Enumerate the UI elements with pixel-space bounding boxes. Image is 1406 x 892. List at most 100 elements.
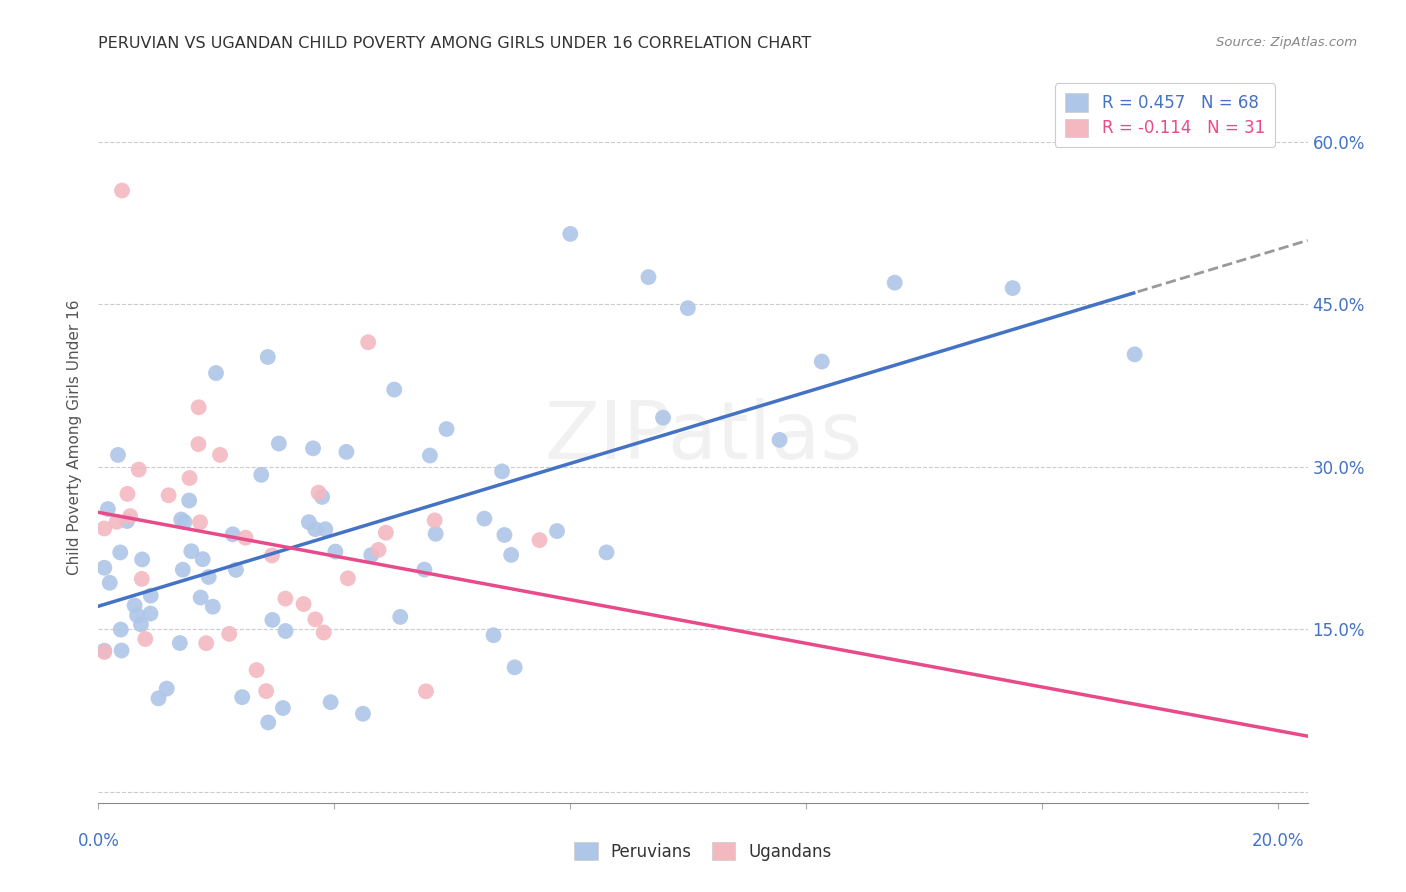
Point bbox=[308, 485, 330, 500]
Point bbox=[139, 607, 162, 621]
Point bbox=[314, 522, 336, 536]
Text: Source: ZipAtlas.com: Source: ZipAtlas.com bbox=[1216, 36, 1357, 49]
Point bbox=[97, 502, 120, 516]
Point bbox=[235, 531, 257, 545]
Point bbox=[187, 437, 209, 451]
Point bbox=[225, 563, 247, 577]
Point bbox=[423, 513, 446, 527]
Point bbox=[274, 591, 297, 606]
Point bbox=[494, 528, 516, 542]
Legend: Peruvians, Ugandans: Peruvians, Ugandans bbox=[568, 836, 838, 868]
Point bbox=[271, 701, 294, 715]
Point bbox=[110, 623, 132, 637]
Point bbox=[131, 572, 153, 586]
Point bbox=[482, 628, 505, 642]
Point bbox=[156, 681, 179, 696]
Point bbox=[180, 544, 202, 558]
Point bbox=[148, 691, 170, 706]
Point bbox=[1001, 281, 1024, 295]
Point bbox=[188, 515, 211, 529]
Point bbox=[312, 625, 335, 640]
Point bbox=[254, 684, 277, 698]
Point bbox=[336, 571, 359, 585]
Point bbox=[117, 487, 139, 501]
Point bbox=[262, 613, 284, 627]
Point bbox=[134, 632, 156, 646]
Point bbox=[93, 521, 115, 535]
Point bbox=[292, 597, 315, 611]
Point bbox=[560, 227, 582, 241]
Point bbox=[197, 570, 219, 584]
Point bbox=[190, 591, 212, 605]
Point bbox=[257, 715, 280, 730]
Point bbox=[195, 636, 218, 650]
Point bbox=[302, 442, 325, 456]
Point bbox=[652, 410, 675, 425]
Point bbox=[98, 575, 121, 590]
Point bbox=[107, 448, 129, 462]
Point bbox=[93, 561, 115, 575]
Point bbox=[250, 467, 273, 482]
Point bbox=[357, 335, 380, 350]
Point bbox=[173, 515, 195, 529]
Point bbox=[415, 684, 437, 698]
Point bbox=[883, 276, 905, 290]
Point bbox=[325, 544, 347, 558]
Point bbox=[169, 636, 191, 650]
Point bbox=[125, 608, 148, 623]
Point bbox=[319, 695, 342, 709]
Point bbox=[304, 612, 326, 626]
Text: ZIPatlas: ZIPatlas bbox=[544, 398, 862, 476]
Point bbox=[335, 445, 357, 459]
Point bbox=[637, 270, 659, 285]
Point bbox=[128, 462, 150, 476]
Point bbox=[501, 548, 523, 562]
Point bbox=[436, 422, 458, 436]
Point bbox=[218, 627, 240, 641]
Point bbox=[274, 624, 297, 638]
Point bbox=[129, 617, 152, 632]
Point bbox=[352, 706, 374, 721]
Point bbox=[367, 542, 389, 557]
Point bbox=[187, 401, 209, 415]
Point bbox=[172, 563, 194, 577]
Point bbox=[425, 526, 447, 541]
Point bbox=[246, 663, 269, 677]
Point bbox=[419, 449, 441, 463]
Point bbox=[115, 514, 138, 528]
Point bbox=[120, 509, 142, 524]
Point bbox=[546, 524, 568, 538]
Text: 20.0%: 20.0% bbox=[1251, 832, 1305, 850]
Point bbox=[179, 471, 201, 485]
Point bbox=[389, 610, 412, 624]
Point bbox=[131, 552, 153, 566]
Point bbox=[205, 366, 228, 380]
Point bbox=[231, 690, 253, 705]
Point bbox=[491, 464, 513, 478]
Point bbox=[267, 436, 290, 450]
Point bbox=[105, 515, 128, 529]
Point bbox=[170, 512, 193, 526]
Point bbox=[260, 549, 283, 563]
Point bbox=[311, 490, 333, 504]
Point bbox=[179, 493, 201, 508]
Point bbox=[222, 527, 245, 541]
Point bbox=[474, 511, 496, 525]
Point bbox=[529, 533, 551, 547]
Point bbox=[191, 552, 214, 566]
Point bbox=[298, 515, 321, 529]
Point bbox=[110, 545, 132, 559]
Point bbox=[209, 448, 232, 462]
Point bbox=[304, 522, 326, 536]
Point bbox=[595, 545, 617, 559]
Point bbox=[256, 350, 278, 364]
Point bbox=[810, 354, 832, 368]
Point bbox=[139, 589, 162, 603]
Point bbox=[111, 184, 134, 198]
Point bbox=[768, 433, 790, 447]
Point bbox=[374, 525, 396, 540]
Point bbox=[676, 301, 699, 315]
Point bbox=[1123, 347, 1146, 361]
Y-axis label: Child Poverty Among Girls Under 16: Child Poverty Among Girls Under 16 bbox=[67, 300, 83, 574]
Point bbox=[382, 383, 405, 397]
